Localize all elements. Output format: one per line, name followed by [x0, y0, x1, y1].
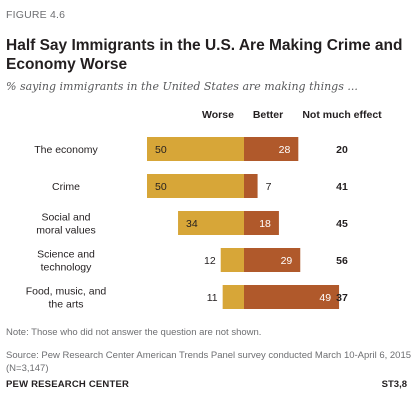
value-label-better: 28 [279, 144, 291, 156]
category-label: Science and [37, 249, 95, 261]
category-label: The economy [34, 144, 98, 156]
legend-worse: Worse [202, 109, 234, 121]
chart-note: Note: Those who did not answer the quest… [6, 327, 262, 338]
bar-worse [220, 248, 244, 272]
bar-worse [222, 285, 244, 309]
bar-better [244, 211, 279, 235]
chart-title: Half Say Immigrants in the U.S. Are Maki… [6, 37, 403, 73]
diverging-bar-chart: Worse Better Not much effect The economy 50 2… [26, 109, 382, 311]
value-label-worse: 11 [207, 292, 218, 304]
category-label: the arts [48, 299, 83, 311]
category-label: Food, music, and [26, 286, 107, 298]
organization-name: PEW RESEARCH CENTER [6, 379, 130, 390]
figure-label: FIGURE 4.6 [6, 9, 66, 21]
value-not-much-effect: 20 [336, 144, 348, 156]
value-label-worse: 34 [186, 218, 198, 230]
value-label-worse: 12 [204, 255, 216, 267]
value-label-better: 7 [266, 181, 272, 193]
value-label-better: 18 [259, 218, 271, 230]
category-label: moral values [36, 225, 96, 237]
category-label: technology [41, 262, 93, 274]
value-label-better: 29 [281, 255, 293, 267]
value-label-worse: 50 [155, 144, 167, 156]
chart-subtitle: % saying immigrants in the United States… [6, 80, 358, 93]
header-not-much-effect: Not much effect [302, 109, 382, 121]
value-not-much-effect: 37 [336, 292, 348, 304]
bar-better [244, 285, 340, 309]
report-code: ST3,8 [381, 379, 407, 390]
category-label: Crime [52, 181, 80, 193]
legend-better: Better [253, 109, 283, 121]
bar-better [244, 248, 301, 272]
value-not-much-effect: 45 [336, 218, 348, 230]
value-label-better: 49 [319, 292, 331, 304]
bar-worse [178, 211, 244, 235]
bar-worse [147, 137, 244, 161]
bar-better [244, 137, 299, 161]
value-not-much-effect: 41 [336, 181, 348, 193]
category-label: Social and [41, 212, 90, 224]
value-not-much-effect: 56 [336, 255, 348, 267]
bar-better [244, 174, 258, 198]
chart-source: Source: Pew Research Center American Tre… [6, 350, 412, 374]
bar-worse [147, 174, 244, 198]
value-label-worse: 50 [155, 181, 167, 193]
